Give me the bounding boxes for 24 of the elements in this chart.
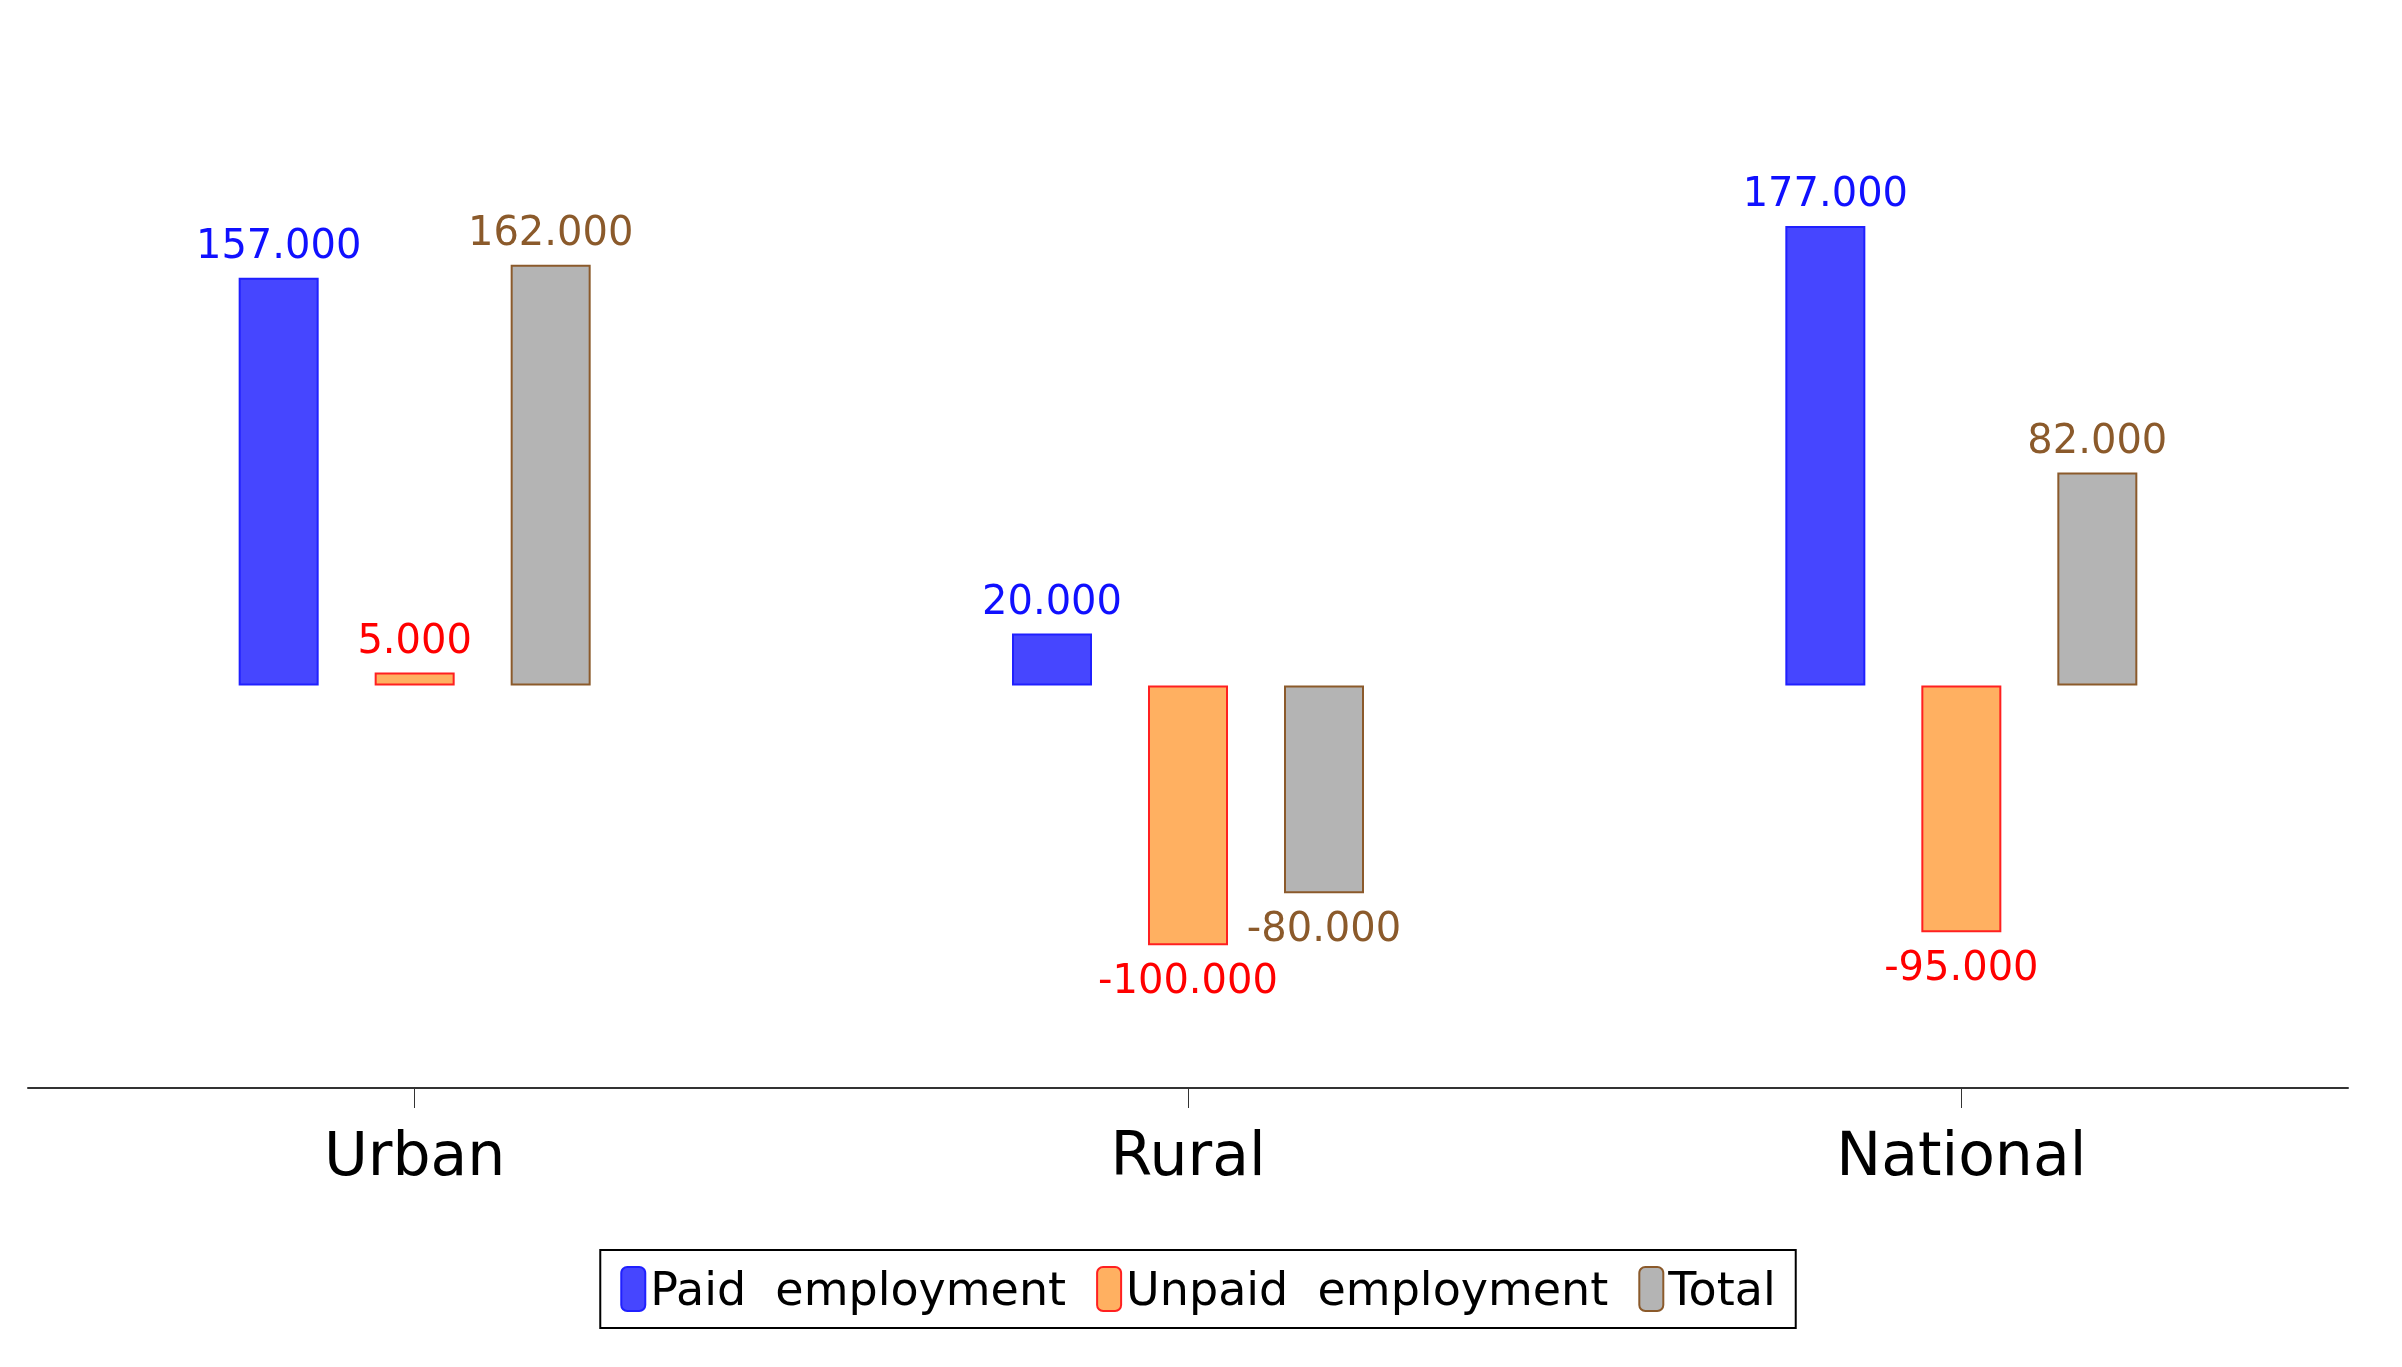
bar <box>1785 225 1866 686</box>
bar <box>1284 685 1364 894</box>
bar <box>2057 472 2138 686</box>
x-tick-label: Rural <box>1110 1119 1266 1189</box>
data-label: -100.000 <box>1098 956 1278 1003</box>
legend-label: Total <box>1667 1262 1776 1316</box>
legend-label: Unpaid employment <box>1126 1262 1609 1316</box>
data-label: -95.000 <box>1884 943 2039 990</box>
data-label: 162.000 <box>467 207 634 254</box>
data-label: 20.000 <box>982 576 1122 623</box>
legend-label: Paid employment <box>650 1262 1067 1316</box>
data-label: 177.000 <box>1742 168 1909 215</box>
bar <box>374 672 455 686</box>
bar <box>1148 685 1228 946</box>
bar <box>1012 633 1092 686</box>
data-label: 157.000 <box>195 220 362 267</box>
data-label: -80.000 <box>1246 904 1402 951</box>
data-label: 82.000 <box>2027 415 2168 462</box>
x-tick-label: National <box>1836 1119 2087 1189</box>
bar <box>238 277 319 686</box>
bar <box>510 264 591 686</box>
bar <box>1921 685 2002 933</box>
data-label: 5.000 <box>357 615 472 662</box>
x-tick-label: Urban <box>323 1119 506 1189</box>
